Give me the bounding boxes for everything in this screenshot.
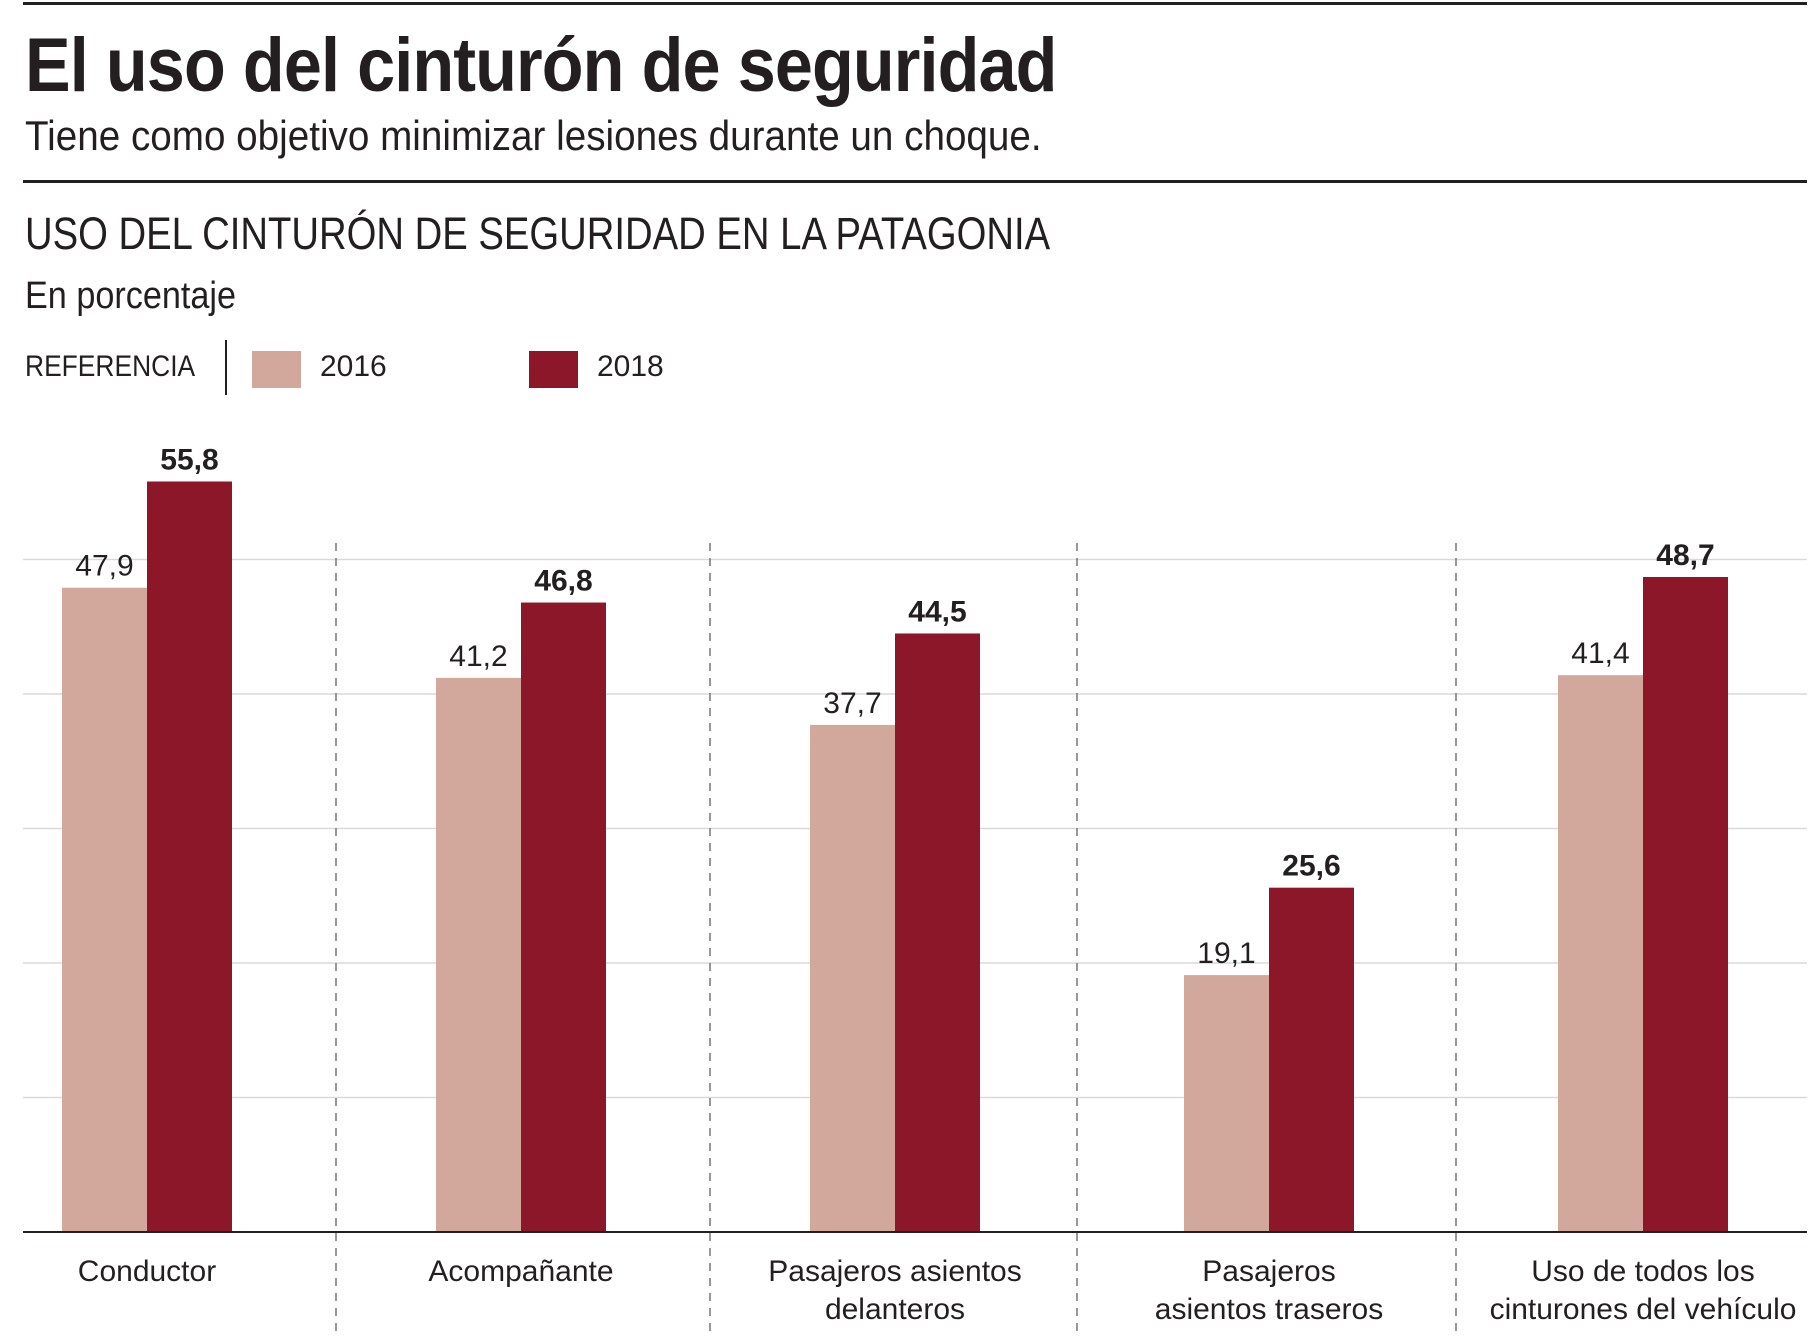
legend-item-2018: 2018 bbox=[597, 350, 664, 383]
category-label: asientos traseros bbox=[1155, 1293, 1383, 1326]
top-rule bbox=[23, 2, 1807, 5]
page-title: El uso del cinturón de seguridad bbox=[25, 23, 1057, 108]
bar-2018 bbox=[895, 633, 980, 1232]
data-label-2016: 37,7 bbox=[823, 687, 881, 720]
category-label: Conductor bbox=[78, 1255, 216, 1288]
bar-2018 bbox=[521, 602, 606, 1232]
category-label: cinturones del vehículo bbox=[1490, 1293, 1797, 1326]
category-label: delanteros bbox=[825, 1293, 965, 1326]
legend-divider bbox=[225, 340, 227, 395]
legend-swatch-2016 bbox=[252, 351, 301, 388]
data-label-2016: 41,2 bbox=[449, 640, 507, 673]
data-label-2018: 44,5 bbox=[908, 595, 966, 628]
chart-title: USO DEL CINTURÓN DE SEGURIDAD EN LA PATA… bbox=[25, 208, 1051, 259]
page-subtitle: Tiene como objetivo minimizar lesiones d… bbox=[25, 112, 1042, 159]
legend-item-2016: 2016 bbox=[320, 350, 387, 383]
chart-unit: En porcentaje bbox=[25, 275, 237, 317]
header-divider bbox=[23, 180, 1807, 183]
legend-label: REFERENCIA bbox=[25, 350, 196, 383]
data-label-2018: 25,6 bbox=[1282, 850, 1340, 883]
bar-2016 bbox=[1558, 675, 1643, 1232]
bar-2016 bbox=[1184, 975, 1269, 1232]
legend-swatch-2018 bbox=[529, 351, 578, 388]
bar-2018 bbox=[1643, 576, 1728, 1232]
category-label: Uso de todos los bbox=[1531, 1255, 1754, 1288]
data-label-2016: 19,1 bbox=[1197, 937, 1255, 970]
bar-2018 bbox=[1269, 887, 1354, 1232]
data-label-2018: 55,8 bbox=[160, 443, 218, 476]
bar-2018 bbox=[147, 481, 232, 1232]
bar-2016 bbox=[62, 587, 147, 1232]
category-label: Pasajeros asientos bbox=[768, 1255, 1021, 1288]
category-label: Pasajeros bbox=[1202, 1255, 1335, 1288]
data-label-2016: 47,9 bbox=[75, 550, 133, 583]
data-label-2018: 48,7 bbox=[1656, 539, 1714, 572]
bar-2016 bbox=[436, 677, 521, 1232]
data-label-2016: 41,4 bbox=[1571, 637, 1629, 670]
bar-2016 bbox=[810, 724, 895, 1232]
category-label: Acompañante bbox=[428, 1255, 613, 1288]
data-label-2018: 46,8 bbox=[534, 565, 592, 598]
